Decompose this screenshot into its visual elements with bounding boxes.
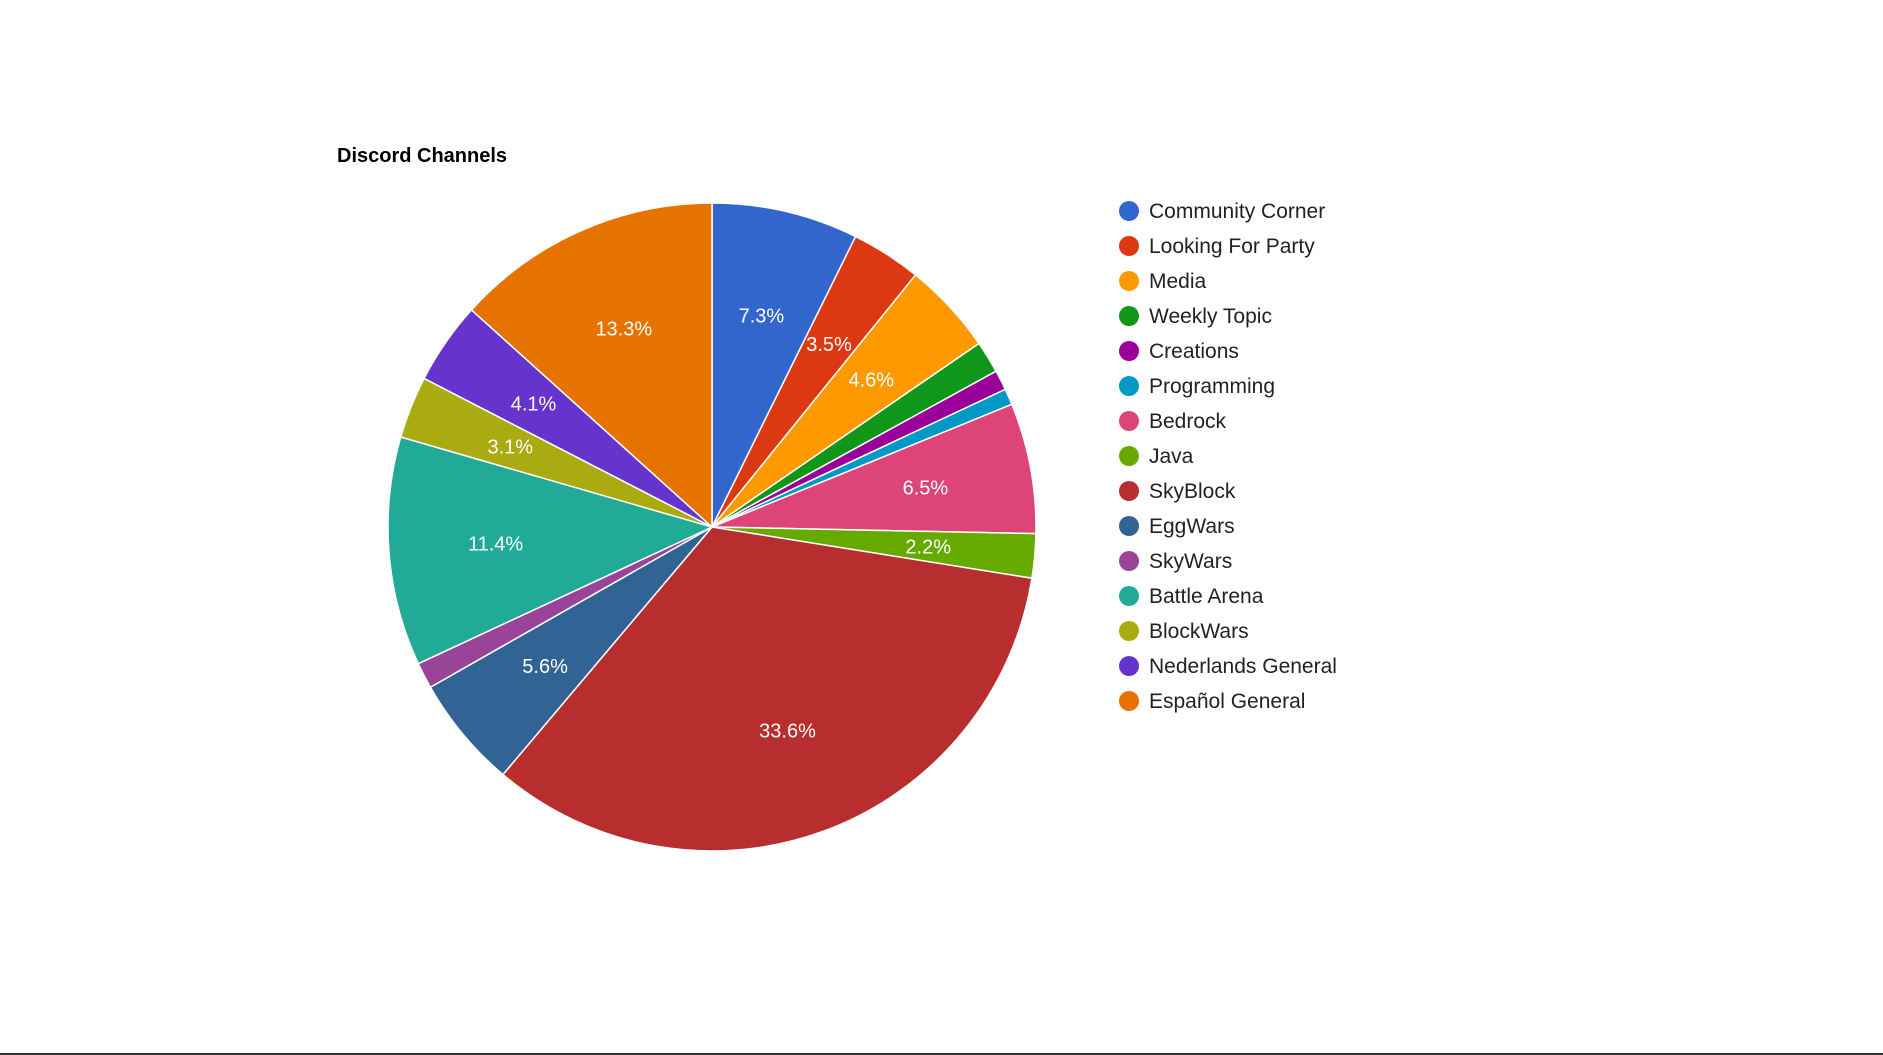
legend-swatch-weekly-topic	[1119, 306, 1139, 326]
slice-bedrock[interactable]	[711, 403, 1037, 535]
slice-label-skyblock: 33.6%	[759, 721, 816, 743]
legend-swatch-espanol-general	[1119, 691, 1139, 711]
legend-item-nederlands-general[interactable]: Nederlands General	[1119, 655, 1337, 678]
legend-item-battle-arena[interactable]: Battle Arena	[1119, 585, 1264, 608]
slice-label-media: 4.6%	[849, 370, 895, 392]
bottom-divider	[0, 1053, 1883, 1055]
legend-swatch-eggwars	[1119, 516, 1139, 536]
slice-label-community-corner: 7.3%	[739, 306, 785, 328]
legend-swatch-programming	[1119, 376, 1139, 396]
slice-skyblock[interactable]	[501, 526, 1033, 852]
slice-battle-arena[interactable]	[387, 436, 715, 665]
legend-swatch-nederlands-general	[1119, 656, 1139, 676]
legend-label-weekly-topic: Weekly Topic	[1149, 305, 1272, 328]
legend-swatch-blockwars	[1119, 621, 1139, 641]
legend-item-looking-for-party[interactable]: Looking For Party	[1119, 235, 1315, 258]
legend: Community Corner Looking For Party Media We…	[1119, 200, 1337, 713]
legend-label-skyblock: SkyBlock	[1149, 480, 1236, 503]
slice-label-java: 2.2%	[905, 536, 951, 558]
legend-item-programming[interactable]: Programming	[1119, 375, 1275, 398]
legend-item-weekly-topic[interactable]: Weekly Topic	[1119, 305, 1272, 328]
legend-swatch-skyblock	[1119, 481, 1139, 501]
legend-label-bedrock: Bedrock	[1149, 410, 1227, 433]
slice-label-blockwars: 3.1%	[488, 437, 534, 459]
pie-slices	[387, 202, 1037, 852]
slice-label-espanol-general: 13.3%	[595, 319, 652, 341]
legend-item-media[interactable]: Media	[1119, 270, 1207, 293]
legend-swatch-community-corner	[1119, 201, 1139, 221]
legend-label-blockwars: BlockWars	[1149, 620, 1249, 643]
legend-label-media: Media	[1149, 270, 1207, 293]
legend-item-skyblock[interactable]: SkyBlock	[1119, 480, 1236, 503]
legend-label-community-corner: Community Corner	[1149, 200, 1325, 223]
legend-swatch-creations	[1119, 341, 1139, 361]
pie-slice-labels: 7.3% 3.5% 4.6% 6.5% 2.2% 33.6% 5.6% 11.4% 3.1% 4.…	[468, 306, 951, 743]
legend-swatch-java	[1119, 446, 1139, 466]
slice-label-eggwars: 5.6%	[522, 656, 568, 678]
legend-item-java[interactable]: Java	[1119, 445, 1194, 468]
legend-label-battle-arena: Battle Arena	[1149, 585, 1264, 608]
legend-item-creations[interactable]: Creations	[1119, 340, 1239, 363]
legend-label-nederlands-general: Nederlands General	[1149, 655, 1337, 678]
legend-label-looking-for-party: Looking For Party	[1149, 235, 1315, 258]
legend-swatch-skywars	[1119, 551, 1139, 571]
legend-label-espanol-general: Español General	[1149, 690, 1305, 713]
legend-swatch-looking-for-party	[1119, 236, 1139, 256]
legend-item-bedrock[interactable]: Bedrock	[1119, 410, 1227, 433]
legend-swatch-bedrock	[1119, 411, 1139, 431]
slice-community-corner[interactable]	[711, 202, 857, 528]
legend-swatch-media	[1119, 271, 1139, 291]
slice-label-battle-arena: 11.4%	[468, 534, 523, 556]
legend-label-skywars: SkyWars	[1149, 550, 1232, 573]
legend-label-programming: Programming	[1149, 375, 1275, 398]
legend-item-eggwars[interactable]: EggWars	[1119, 515, 1235, 538]
chart-title: Discord Channels	[337, 145, 507, 167]
legend-label-creations: Creations	[1149, 340, 1239, 363]
legend-item-espanol-general[interactable]: Español General	[1119, 690, 1305, 713]
legend-item-skywars[interactable]: SkyWars	[1119, 550, 1232, 573]
legend-item-blockwars[interactable]: BlockWars	[1119, 620, 1249, 643]
legend-item-community-corner[interactable]: Community Corner	[1119, 200, 1325, 223]
slice-label-looking-for-party: 3.5%	[806, 334, 852, 356]
legend-swatch-battle-arena	[1119, 586, 1139, 606]
slice-label-bedrock: 6.5%	[903, 477, 949, 499]
legend-label-eggwars: EggWars	[1149, 515, 1235, 538]
legend-label-java: Java	[1149, 445, 1194, 468]
slice-label-nederlands-general: 4.1%	[511, 394, 557, 416]
slice-espanol-general[interactable]	[470, 202, 713, 529]
